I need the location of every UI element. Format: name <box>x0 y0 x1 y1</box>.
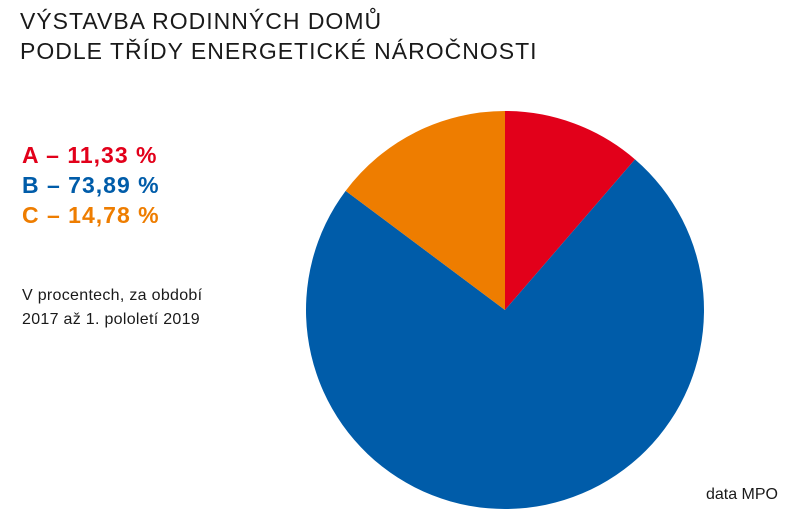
chart-title: VÝSTAVBA RODINNÝCH DOMŮ PODLE TŘÍDY ENER… <box>20 6 538 66</box>
chart-note: V procentech, za období 2017 až 1. polol… <box>22 284 202 332</box>
legend-item-a: A – 11,33 % <box>22 142 158 168</box>
legend-item-c: C – 14,78 % <box>22 202 160 228</box>
chart-title-line-1: VÝSTAVBA RODINNÝCH DOMŮ <box>20 8 383 34</box>
pie-slice-b <box>306 159 705 510</box>
data-source: data MPO <box>705 486 778 503</box>
chart-note-line-1: V procentech, za období <box>22 287 203 304</box>
pie-slice-a <box>505 111 635 310</box>
chart-title-line-2: PODLE TŘÍDY ENERGETICKÉ NÁROČNOSTI <box>20 38 538 64</box>
legend: A – 11,33 % B – 73,89 % C – 14,78 % <box>22 140 160 230</box>
pie-slice-c <box>345 111 505 310</box>
chart-note-line-2: 2017 až 1. pololetí 2019 <box>22 311 201 328</box>
legend-item-b: B – 73,89 % <box>22 172 160 198</box>
